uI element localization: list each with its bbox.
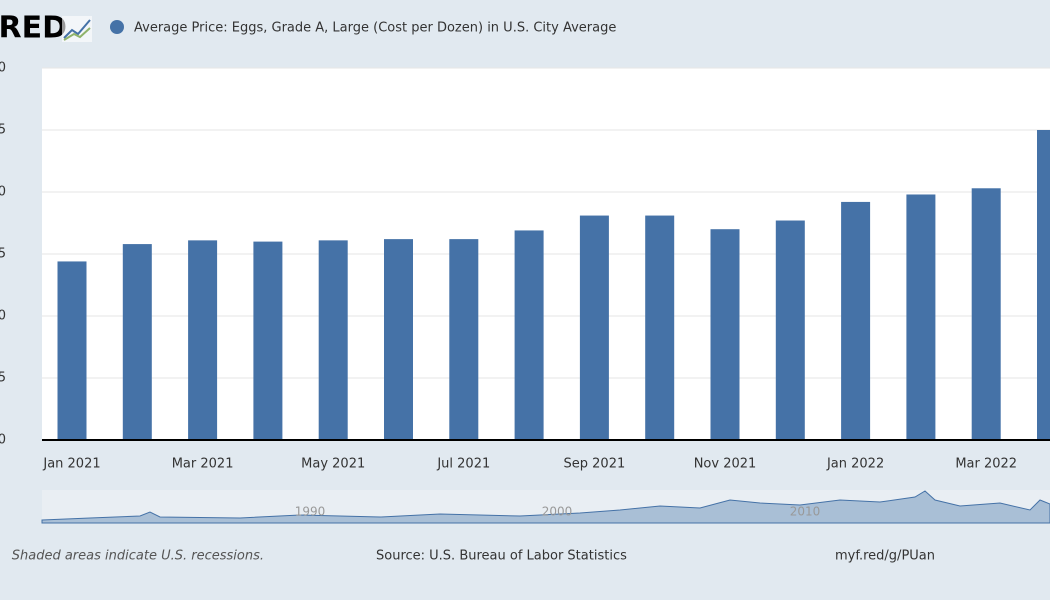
- navigator: [41, 490, 1050, 524]
- bar: [318, 240, 348, 440]
- bar: [188, 240, 218, 440]
- y-tick-label: 1.0: [0, 309, 6, 324]
- navigator-label: 1990: [295, 505, 326, 519]
- source: Source: U.S. Bureau of Labor Statistics: [376, 549, 627, 564]
- bar: [906, 194, 936, 440]
- y-tick-label: 2.0: [0, 185, 6, 200]
- x-tick-label: Jan 2022: [826, 457, 884, 472]
- x-tick-label: Mar 2022: [955, 457, 1017, 472]
- y-tick-label: 0.0: [0, 433, 6, 448]
- bar: [710, 229, 740, 440]
- y-tick-label: 1.5: [0, 247, 6, 262]
- bar: [841, 201, 871, 440]
- bar: [449, 239, 479, 440]
- note: Shaded areas indicate U.S. recessions.: [12, 549, 264, 564]
- x-tick-label: Sep 2021: [564, 457, 626, 472]
- x-tick-label: Mar 2021: [172, 457, 234, 472]
- x-tick-label: May 2021: [301, 457, 365, 472]
- legend-label: Average Price: Eggs, Grade A, Large (Cos…: [134, 21, 616, 36]
- bar: [57, 261, 87, 440]
- y-tick-label: 0.5: [0, 371, 6, 386]
- bar: [384, 239, 413, 440]
- x-tick-label: Jan 2021: [42, 457, 100, 472]
- bar: [775, 220, 805, 440]
- y-tick-label: 2.5: [0, 123, 6, 138]
- x-tick-label: Jul 2021: [436, 457, 490, 472]
- bar: [645, 215, 675, 440]
- bar: [1037, 130, 1050, 440]
- navigator-label: 2000: [542, 505, 573, 519]
- bar: [971, 188, 1001, 440]
- bar: [122, 244, 152, 440]
- x-tick-label: Nov 2021: [694, 457, 757, 472]
- bar: [514, 230, 544, 440]
- bar: [579, 215, 609, 440]
- bar: [253, 241, 283, 440]
- logo-icon: [62, 16, 92, 42]
- navigator-label: 2010: [790, 505, 821, 519]
- y-tick-label: 3.0: [0, 61, 6, 76]
- legend-marker: [110, 20, 124, 34]
- link[interactable]: myf.red/g/PUan: [835, 549, 935, 564]
- logo: FRED: [0, 11, 67, 46]
